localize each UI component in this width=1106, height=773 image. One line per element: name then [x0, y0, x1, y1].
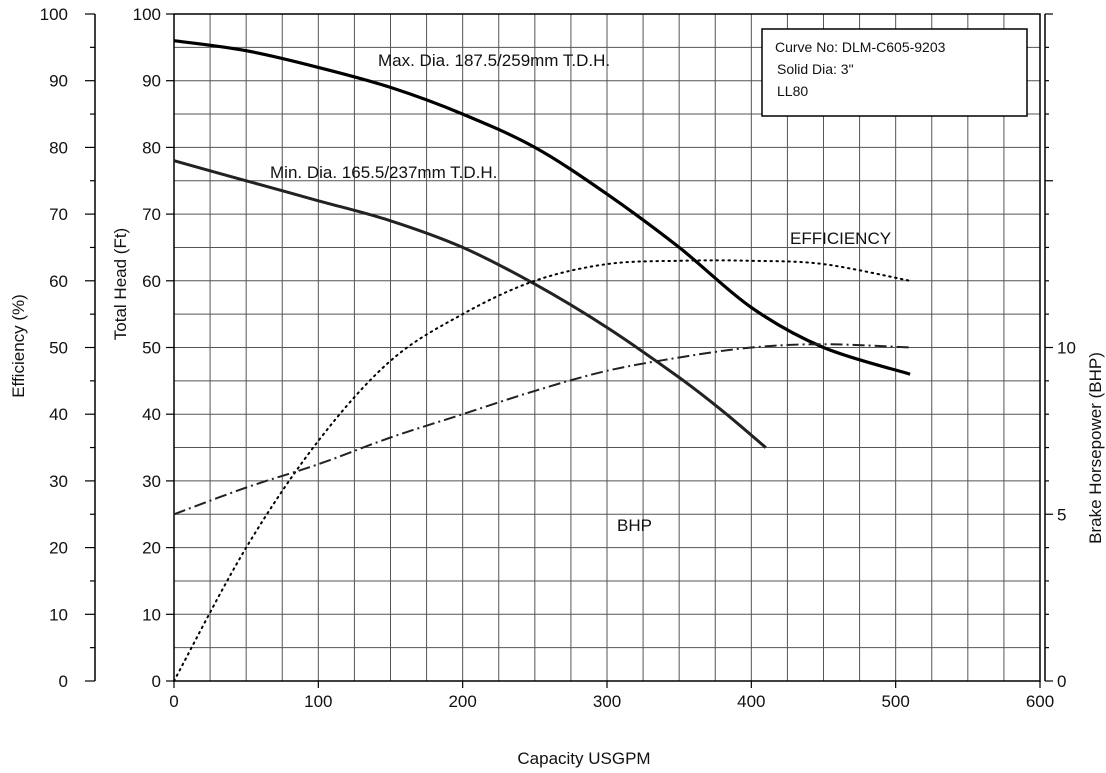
bhp-axis-title: Brake Horsepower (BHP) [1086, 352, 1105, 544]
curves [173, 39, 912, 682]
efficiency-tick-label: 90 [49, 72, 68, 91]
efficiency-curve-label: EFFICIENCY [790, 229, 891, 248]
info-model: LL80 [777, 83, 808, 99]
head-tick-label: 60 [142, 272, 161, 291]
efficiency-tick-label: 0 [59, 672, 68, 691]
min-dia-curve-label: Min. Dia. 165.5/237mm T.D.H. [270, 163, 497, 182]
info-solid-diameter: Solid Dia: 3" [777, 61, 854, 77]
bhp-curve [173, 343, 911, 516]
x-tick-label: 500 [881, 692, 909, 711]
head-tick-label: 40 [142, 405, 161, 424]
head-tick-label: 0 [152, 672, 161, 691]
bhp-curve-label: BHP [617, 516, 652, 535]
efficiency-tick-label: 50 [49, 339, 68, 358]
max-dia-head-curve [173, 39, 911, 376]
x-tick-label: 100 [304, 692, 332, 711]
bhp-tick-label: 0 [1057, 672, 1066, 691]
efficiency-tick-label: 100 [40, 5, 68, 24]
x-tick-label: 400 [737, 692, 765, 711]
info-box-frame [761, 28, 1028, 117]
head-tick-label: 90 [142, 72, 161, 91]
head-tick-label: 80 [142, 138, 161, 157]
x-tick-label: 600 [1026, 692, 1054, 711]
x-tick-label: 0 [169, 692, 178, 711]
info-box: Curve No: DLM-C605-9203 Solid Dia: 3" LL… [761, 28, 1028, 117]
head-tick-label: 20 [142, 539, 161, 558]
efficiency-tick-label: 70 [49, 205, 68, 224]
bhp-tick-label: 10 [1057, 339, 1076, 358]
efficiency-tick-label: 40 [49, 405, 68, 424]
efficiency-axis-title: Efficiency (%) [9, 294, 28, 398]
efficiency-tick-label: 30 [49, 472, 68, 491]
axes [85, 13, 1053, 688]
efficiency-curve [173, 259, 912, 682]
y-axis-title: Total Head (Ft) [111, 228, 130, 340]
head-tick-label: 50 [142, 339, 161, 358]
head-tick-label: 10 [142, 605, 161, 624]
efficiency-tick-label: 20 [49, 539, 68, 558]
head-tick-label: 100 [133, 5, 161, 24]
tick-labels: 0 100 200 300 400 500 600010203040506070809010… [40, 5, 1076, 711]
efficiency-tick-label: 10 [49, 605, 68, 624]
efficiency-tick-label: 60 [49, 272, 68, 291]
info-curve-number: Curve No: DLM-C605-9203 [775, 39, 946, 55]
max-dia-curve-label: Max. Dia. 187.5/259mm T.D.H. [378, 51, 610, 70]
bhp-tick-label: 5 [1057, 505, 1066, 524]
min-dia-head-curve [173, 159, 767, 449]
x-tick-label: 200 [448, 692, 476, 711]
efficiency-tick-label: 80 [49, 138, 68, 157]
grid [174, 14, 1040, 681]
head-tick-label: 30 [142, 472, 161, 491]
x-axis-title: Capacity USGPM [517, 749, 650, 768]
head-tick-label: 70 [142, 205, 161, 224]
x-tick-label: 300 [593, 692, 621, 711]
